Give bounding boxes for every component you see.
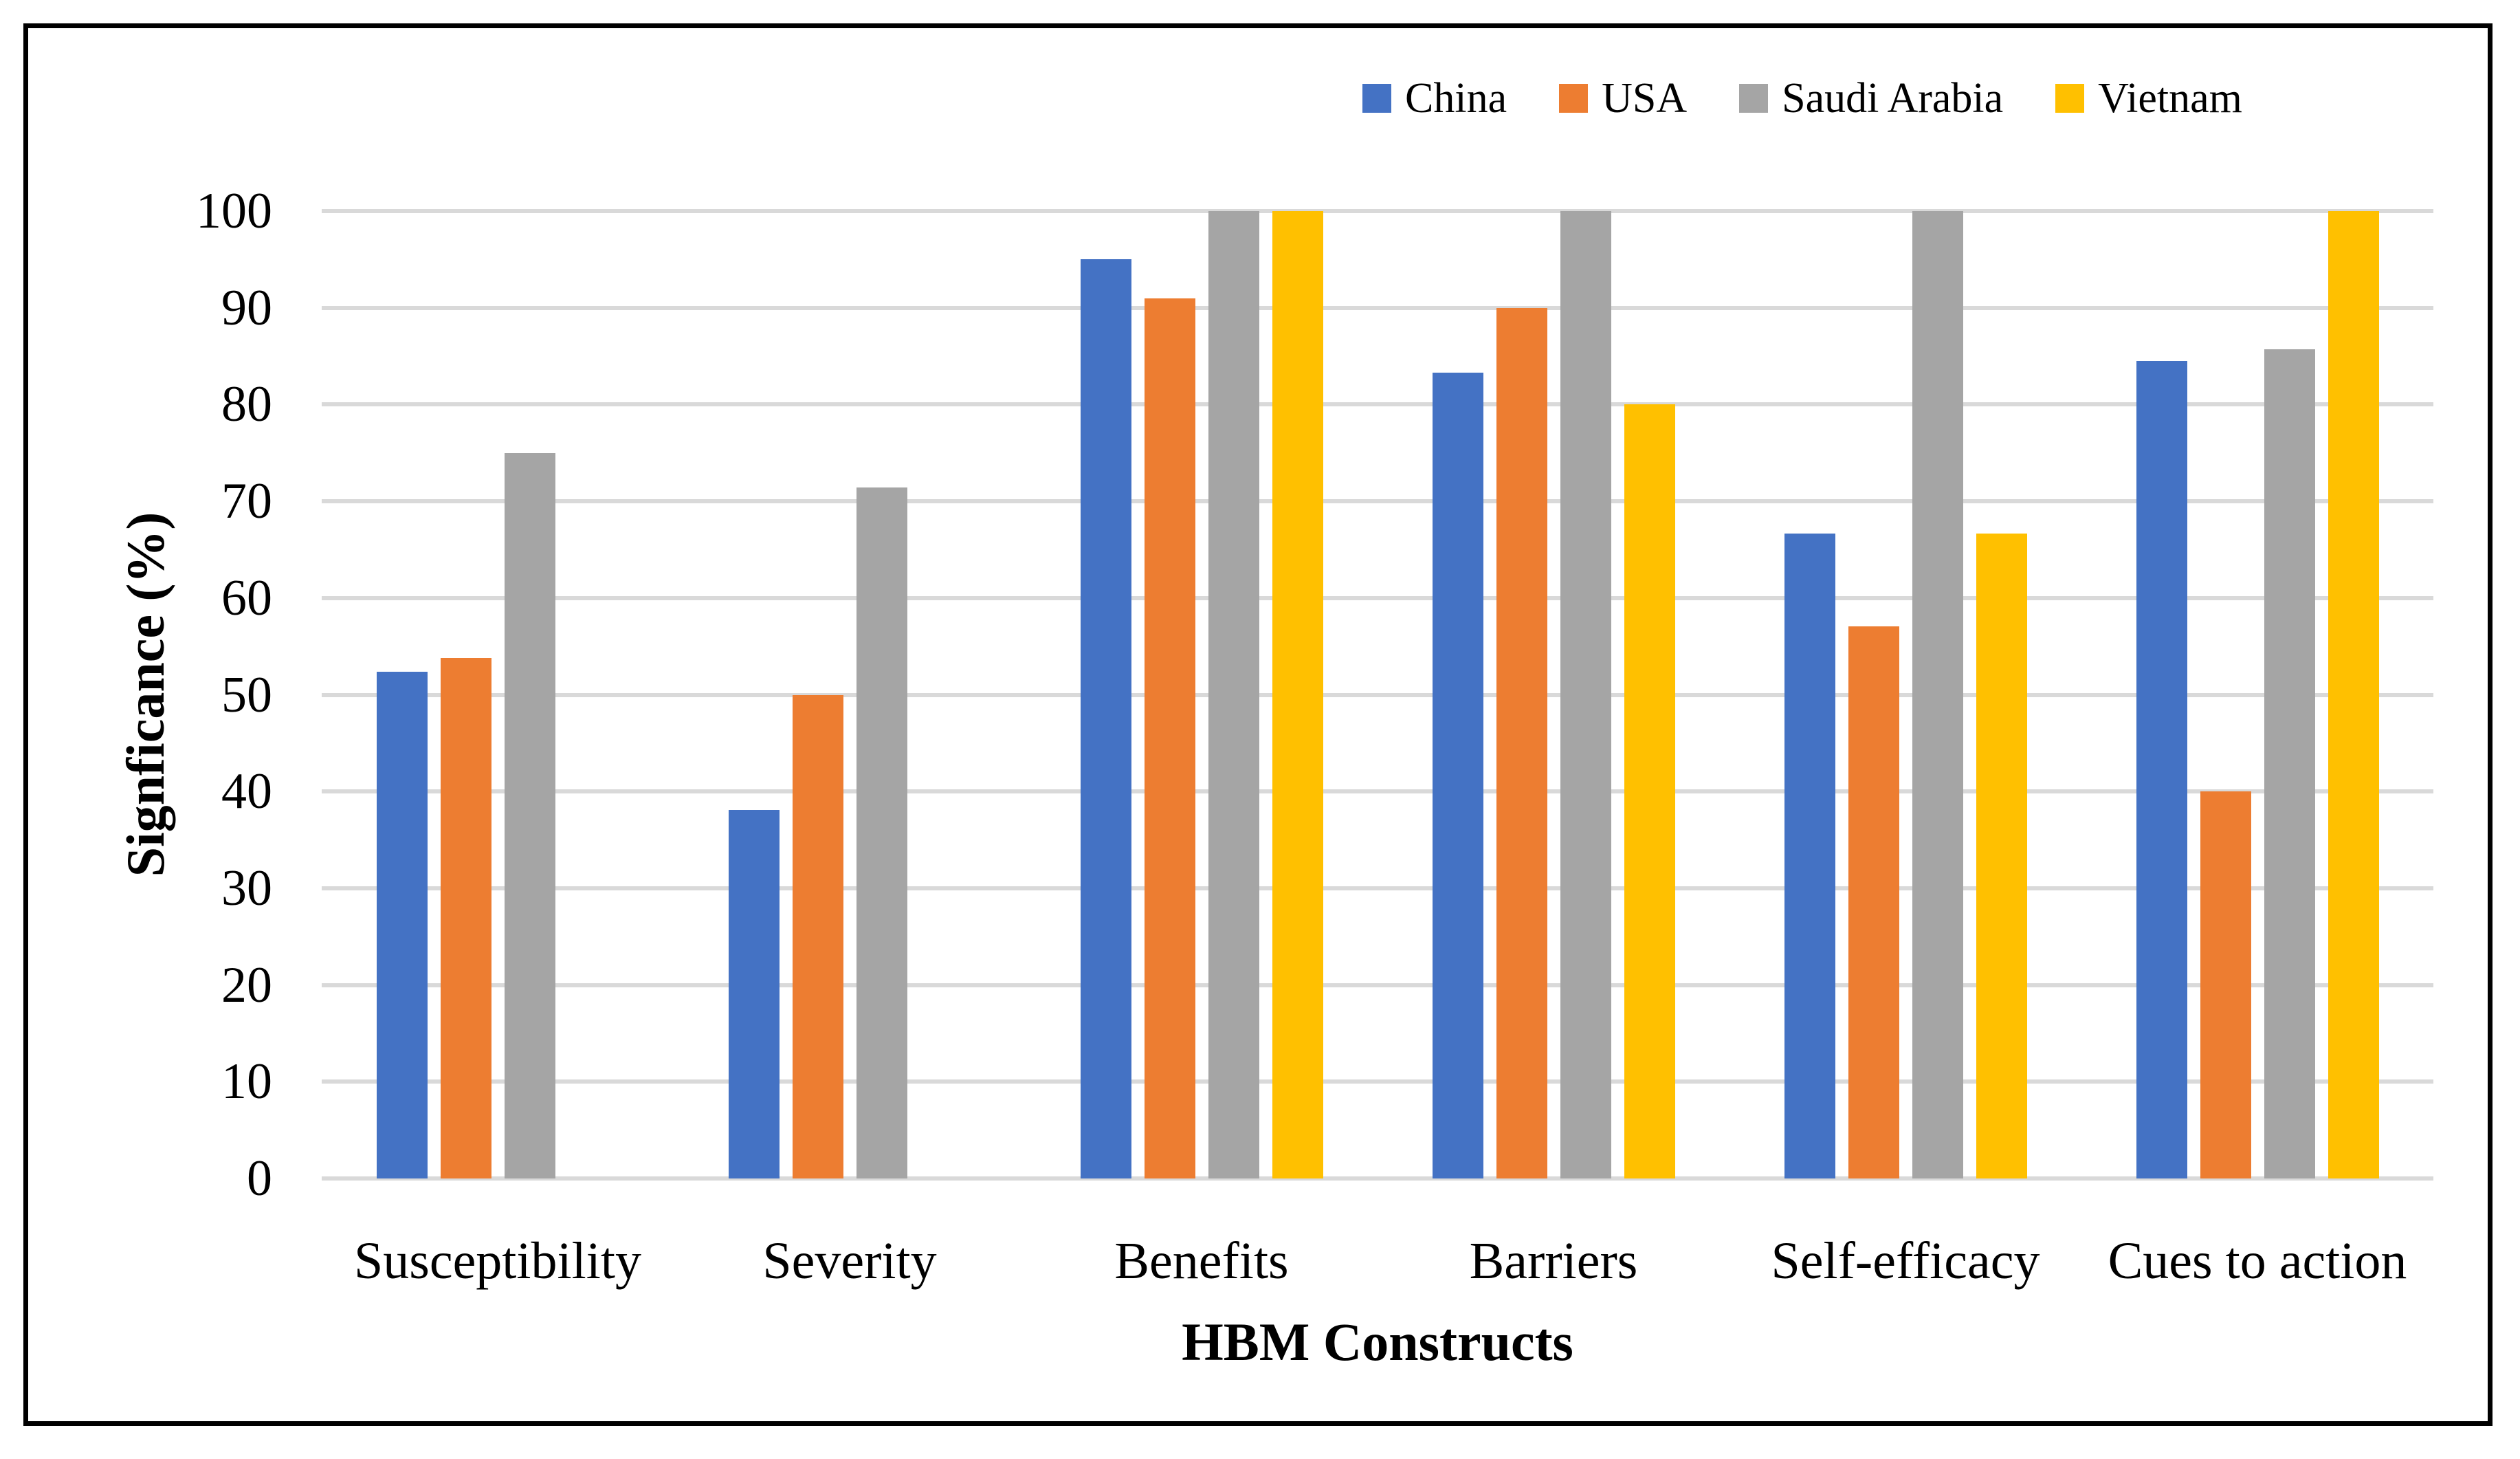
- gridline-70: [322, 499, 2433, 504]
- bar-saudi-arabia-susceptibility: [504, 452, 555, 1178]
- bar-china-barriers: [1432, 372, 1483, 1178]
- y-tick-label-10: 10: [221, 1053, 272, 1110]
- y-tick-label-50: 50: [221, 666, 272, 723]
- y-tick-label-0: 0: [247, 1150, 272, 1207]
- bar-saudi-arabia-barriers: [1560, 211, 1611, 1178]
- bar-china-self-efficacy: [1784, 533, 1835, 1178]
- bar-usa-benefits: [1144, 298, 1195, 1178]
- bar-saudi-arabia-cues-to-action: [2264, 349, 2315, 1178]
- y-tick-label-100: 100: [196, 183, 272, 239]
- legend-label-usa: USA: [1602, 75, 1688, 122]
- bar-china-susceptibility: [376, 671, 428, 1178]
- gridline-40: [322, 789, 2433, 794]
- gridline-80: [322, 402, 2433, 407]
- bar-china-cues-to-action: [2136, 361, 2187, 1178]
- legend-swatch-china: [1362, 84, 1391, 113]
- bar-vietnam-self-efficacy: [1976, 533, 2027, 1178]
- category-label-self-efficacy: Self-efficacy: [1771, 1232, 2040, 1290]
- y-tick-label-60: 60: [221, 569, 272, 626]
- legend-label-saudi-arabia: Saudi Arabia: [1782, 75, 2004, 122]
- category-label-barriers: Barriers: [1469, 1232, 1638, 1290]
- y-tick-label-70: 70: [221, 473, 272, 530]
- bar-vietnam-benefits: [1272, 211, 1323, 1178]
- bar-usa-susceptibility: [440, 658, 491, 1178]
- y-axis-title: Signficance (%): [115, 512, 175, 877]
- legend-item-usa: USA: [1559, 77, 1687, 120]
- category-label-cues-to-action: Cues to action: [2108, 1232, 2407, 1290]
- category-label-benefits: Benefits: [1114, 1232, 1289, 1290]
- bar-vietnam-barriers: [1624, 404, 1675, 1178]
- bar-china-benefits: [1080, 259, 1131, 1178]
- category-label-severity: Severity: [762, 1232, 937, 1290]
- legend-swatch-usa: [1559, 84, 1589, 113]
- bar-usa-severity: [792, 694, 843, 1178]
- bar-usa-barriers: [1496, 307, 1547, 1178]
- y-tick-label-20: 20: [221, 956, 272, 1013]
- legend-item-saudi-arabia: Saudi Arabia: [1739, 77, 2003, 120]
- legend-label-vietnam: Vietnam: [2098, 75, 2242, 122]
- bar-usa-cues-to-action: [2200, 791, 2251, 1178]
- gridline-20: [322, 983, 2433, 987]
- bar-vietnam-cues-to-action: [2328, 211, 2379, 1178]
- legend-swatch-saudi-arabia: [1739, 84, 1769, 113]
- gridline-90: [322, 305, 2433, 310]
- gridline-60: [322, 595, 2433, 600]
- gridline-100: [322, 209, 2433, 213]
- y-tick-label-30: 30: [221, 859, 272, 917]
- y-tick-label-40: 40: [221, 763, 272, 820]
- bar-saudi-arabia-benefits: [1208, 211, 1259, 1178]
- gridline-50: [322, 692, 2433, 697]
- legend: China USA Saudi Arabia Vietnam: [1362, 77, 2242, 120]
- category-label-susceptibility: Susceptibility: [354, 1232, 641, 1290]
- bar-china-severity: [728, 809, 780, 1178]
- gridline-10: [322, 1079, 2433, 1084]
- bar-saudi-arabia-self-efficacy: [1912, 211, 1963, 1178]
- legend-label-china: China: [1405, 75, 1507, 122]
- legend-item-china: China: [1362, 77, 1507, 120]
- y-tick-label-90: 90: [221, 279, 272, 336]
- x-axis-title: HBM Constructs: [1182, 1312, 1573, 1372]
- y-tick-label-80: 80: [221, 376, 272, 433]
- bar-saudi-arabia-severity: [856, 487, 907, 1178]
- gridline-0: [322, 1176, 2433, 1181]
- legend-swatch-vietnam: [2055, 84, 2085, 113]
- gridline-30: [322, 886, 2433, 890]
- legend-item-vietnam: Vietnam: [2055, 77, 2242, 120]
- plot-area: [322, 209, 2433, 1181]
- bar-usa-self-efficacy: [1848, 626, 1899, 1178]
